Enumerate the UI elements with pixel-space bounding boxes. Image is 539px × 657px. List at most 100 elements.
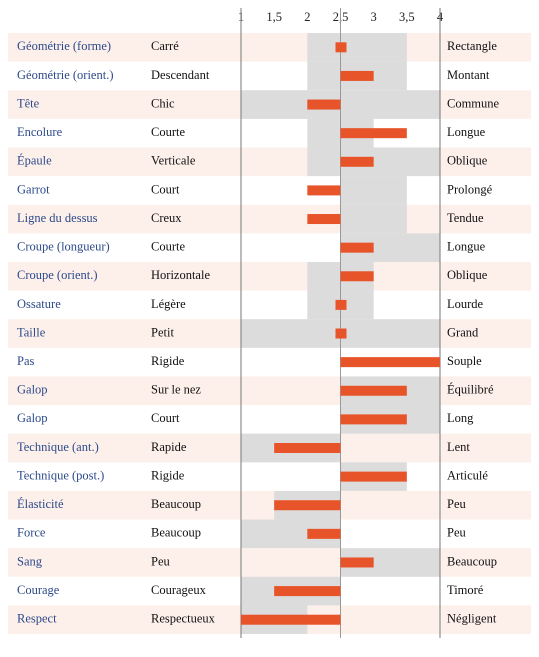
x-tick-label: 2 [304,10,310,24]
left-label: Courte [151,240,185,254]
left-label: Beaucoup [151,497,201,511]
category-label: Respect [17,612,57,626]
bar [274,586,341,597]
bar [274,442,341,453]
left-label: Descendant [151,68,210,82]
left-label: Chic [151,96,175,110]
left-label: Court [151,411,180,425]
category-label: Croupe (orient.) [17,268,98,282]
category-label: Courage [17,583,60,597]
bar [340,242,374,253]
bar [274,500,341,511]
right-label: Timoré [447,583,484,597]
bar [340,156,374,167]
bar [340,557,374,568]
x-tick-label: 3 [371,10,377,24]
right-label: Commune [447,96,500,110]
category-label: Élasticité [17,497,64,511]
right-label: Oblique [447,154,488,168]
right-label: Tendue [447,211,484,225]
category-label: Ossature [17,297,61,311]
category-label: Technique (ant.) [17,440,99,454]
row-background [8,376,531,406]
row-background [8,33,531,62]
left-label: Peu [151,554,171,568]
row-background [8,204,531,234]
right-label: Oblique [447,268,488,282]
x-tick-label: 1,5 [266,10,282,24]
bar [340,414,407,425]
category-label: Tête [17,96,40,110]
category-label: Force [17,526,46,540]
right-label: Rectangle [447,39,497,53]
left-label: Légère [151,297,186,311]
category-label: Pas [17,354,35,368]
bar [340,357,440,368]
row-background [8,548,531,577]
bar [335,42,347,53]
category-label: Galop [17,383,48,397]
right-label: Articulé [447,468,488,482]
bar [340,471,407,482]
right-label: Lourde [447,297,484,311]
range-box [307,147,440,177]
row-background [8,490,531,520]
left-label: Rapide [151,440,187,454]
category-label: Géométrie (orient.) [17,68,113,82]
left-label: Beaucoup [151,526,201,540]
right-label: Peu [447,526,467,540]
range-box [340,176,407,205]
category-label: Galop [17,411,48,425]
left-label: Courageux [151,583,207,597]
left-label: Rigide [151,468,185,482]
category-label: Taille [17,325,46,339]
bar [340,70,374,81]
right-label: Peu [447,497,467,511]
right-label: Grand [447,325,479,339]
category-label: Technique (post.) [17,468,104,482]
left-label: Horizontale [151,268,210,282]
right-label: Prolongé [447,182,493,196]
right-label: Lent [447,440,470,454]
range-box [340,204,407,234]
category-label: Croupe (longueur) [17,240,110,254]
left-label: Creux [151,211,182,225]
bar [307,528,341,539]
left-label: Petit [151,325,174,339]
right-label: Équilibré [447,383,494,397]
left-label: Rigide [151,354,185,368]
right-label: Long [447,411,474,425]
left-label: Courte [151,125,185,139]
bar [307,185,341,196]
category-label: Géométrie (forme) [17,39,111,53]
left-label: Court [151,182,180,196]
category-label: Épaule [17,154,52,168]
row-background [8,261,531,291]
right-label: Longue [447,125,486,139]
right-label: Longue [447,240,486,254]
bar [335,299,347,310]
right-label: Souple [447,354,482,368]
category-label: Ligne du dessus [17,211,98,225]
left-label: Carré [151,39,179,53]
bar [340,271,374,282]
row-background [8,147,531,177]
bar [340,128,407,139]
bar [340,385,407,396]
category-label: Encolure [17,125,63,139]
left-label: Respectueux [151,612,216,626]
right-label: Beaucoup [447,554,497,568]
bar [307,99,341,110]
bar [241,614,341,625]
category-label: Garrot [17,182,50,196]
right-label: Négligent [447,612,497,626]
left-label: Sur le nez [151,383,201,397]
left-label: Verticale [151,154,196,168]
right-label: Montant [447,68,490,82]
bar [335,328,347,339]
bar [307,214,341,225]
x-tick-label: 3,5 [399,10,415,24]
range-box [307,33,407,62]
category-label: Sang [17,554,43,568]
